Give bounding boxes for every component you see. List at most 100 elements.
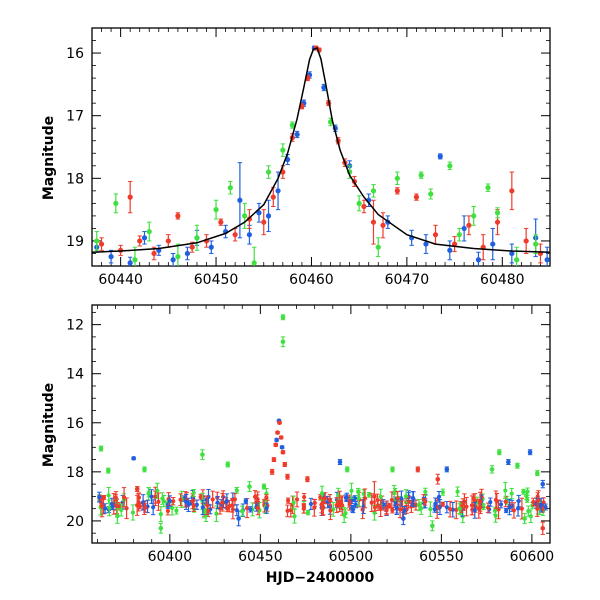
data-point — [105, 468, 111, 473]
data-point — [489, 467, 495, 472]
data-point — [165, 238, 171, 244]
x-tick-label: 60450 — [238, 549, 283, 565]
data-point — [279, 445, 285, 450]
data-point — [515, 506, 521, 511]
data-point — [395, 496, 400, 501]
data-point — [200, 505, 205, 510]
data-point — [234, 488, 239, 493]
data-point — [280, 339, 286, 345]
y-tick-label: 18 — [66, 465, 84, 481]
data-point — [175, 213, 181, 219]
data-point — [294, 131, 300, 138]
data-point — [390, 508, 395, 513]
x-tick-label: 60400 — [148, 549, 193, 565]
data-point — [285, 508, 290, 513]
x-tick-label: 60440 — [98, 272, 143, 288]
x-tick-label: 60600 — [510, 549, 555, 565]
data-point — [292, 514, 297, 519]
data-point — [328, 508, 333, 513]
data-point — [356, 495, 361, 501]
data-point — [178, 497, 183, 502]
data-point — [428, 507, 433, 512]
y-tick-label: 19 — [66, 234, 84, 250]
data-point — [285, 498, 291, 503]
data-point — [278, 435, 284, 440]
data-point — [301, 504, 306, 509]
model-fit-curve — [92, 47, 550, 253]
data-point — [375, 503, 381, 508]
bottom-xlabel: HJD−2400000 — [266, 570, 375, 586]
data-point — [151, 505, 156, 510]
data-point — [469, 503, 475, 508]
data-point — [256, 210, 262, 216]
data-point — [236, 516, 241, 521]
bottom-ylabel: Magnitude — [41, 383, 57, 467]
data-point — [94, 238, 100, 244]
data-point — [485, 185, 491, 191]
data-point — [461, 225, 467, 232]
data-point — [131, 456, 136, 461]
data-point — [134, 486, 140, 492]
data-point — [248, 507, 253, 512]
data-point — [418, 172, 424, 178]
data-point — [428, 191, 434, 197]
y-tick-label: 20 — [66, 514, 84, 530]
data-point — [320, 501, 325, 506]
data-point — [378, 494, 383, 499]
data-point — [437, 153, 443, 159]
y-tick-label: 14 — [66, 367, 84, 383]
data-point — [455, 489, 460, 494]
data-point — [327, 497, 333, 502]
data-point — [146, 228, 152, 235]
data-point — [494, 210, 501, 216]
data-point — [444, 467, 450, 472]
data-point — [174, 508, 179, 513]
data-point — [132, 257, 138, 263]
data-point — [244, 505, 250, 511]
data-point — [277, 420, 282, 426]
data-point — [444, 505, 449, 510]
data-point — [493, 513, 498, 518]
data-point — [155, 488, 160, 493]
data-point — [225, 462, 231, 467]
data-point — [448, 507, 453, 512]
data-point — [540, 481, 546, 487]
data-point — [158, 525, 164, 531]
data-point — [282, 462, 288, 467]
panel-top-peak-zoom: 60440 60450 60460 60470 60480 16 17 18 19 — [66, 27, 551, 288]
data-point — [362, 496, 368, 501]
data-point — [540, 525, 546, 531]
data-point — [399, 496, 404, 501]
data-point — [394, 175, 400, 181]
top-data-layer — [92, 45, 550, 266]
data-point — [227, 185, 233, 191]
data-point — [265, 169, 272, 175]
data-point — [224, 499, 229, 504]
data-point — [141, 235, 148, 241]
data-point — [269, 469, 275, 475]
x-tick-label: 60450 — [194, 272, 239, 288]
x-tick-label: 60470 — [385, 272, 430, 288]
data-point — [432, 506, 437, 512]
data-point — [167, 498, 172, 504]
data-point — [370, 219, 377, 225]
x-tick-label: 60480 — [480, 272, 525, 288]
data-point — [471, 213, 477, 219]
data-point — [114, 504, 119, 509]
data-point — [337, 459, 343, 465]
data-point — [378, 506, 383, 511]
data-point — [344, 495, 349, 500]
data-point — [507, 504, 512, 510]
data-point — [440, 490, 445, 495]
data-point — [103, 506, 108, 511]
data-point — [280, 314, 286, 320]
data-point — [305, 510, 311, 515]
data-point — [321, 84, 327, 91]
data-point — [243, 498, 249, 504]
data-point — [498, 502, 504, 507]
data-point — [142, 467, 147, 472]
x-tick-label: 60460 — [289, 272, 334, 288]
data-point — [466, 222, 472, 228]
data-point — [156, 499, 161, 504]
